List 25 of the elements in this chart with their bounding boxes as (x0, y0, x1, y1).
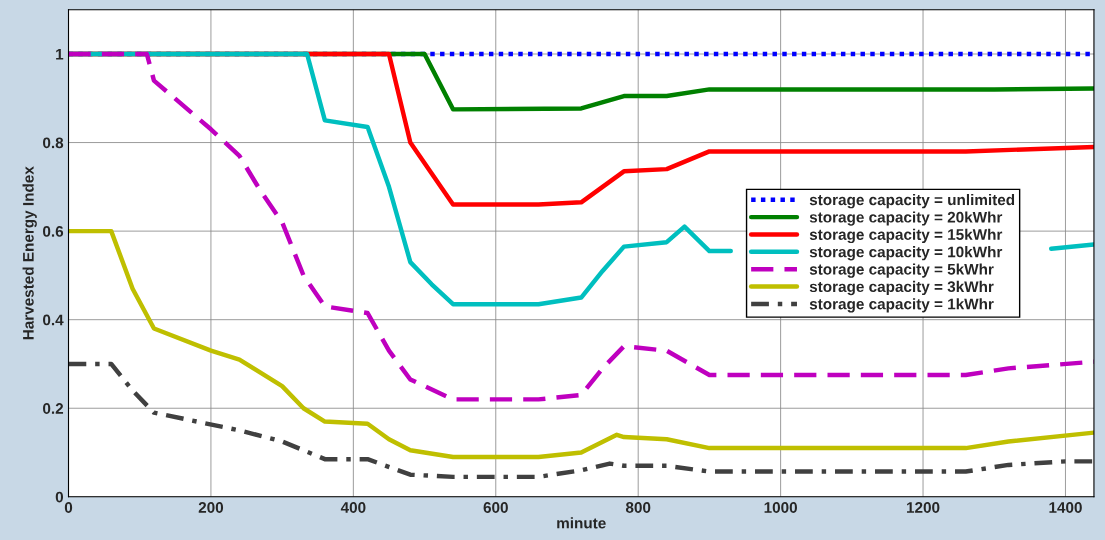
y-tick-label: 0.4 (43, 314, 64, 326)
x-tick-label: 0 (64, 502, 73, 513)
series-label: storage capacity = 10kWhr (809, 246, 1003, 261)
legend-label: storage capacity = unlimited (809, 194, 1015, 209)
legend-label: storage capacity = 1kWhr (809, 298, 994, 313)
line-series (68, 361, 1094, 480)
y-tick-label: 0.2 (43, 403, 64, 414)
y-tick-label: 0.8 (43, 137, 64, 149)
x-tick-label: 1400 (1049, 502, 1082, 513)
legend-label: storage capacity = 20kWhr (809, 211, 1003, 226)
y-tick-label: 1 (56, 49, 64, 60)
x-tick-label: 1000 (764, 502, 797, 513)
y-tick-label: 0 (55, 491, 64, 503)
x-tick-label: 400 (340, 502, 366, 513)
legend-label: storage capacity = 5kWhr (809, 263, 994, 278)
x-tick-label: 600 (483, 502, 508, 513)
x-tick-label: 800 (625, 502, 651, 513)
legend-label: storage capacity = 15kWhr (809, 228, 1003, 244)
x-tick-label: 1200 (907, 502, 940, 513)
legend-label: storage capacity = 3kWhr (809, 280, 994, 296)
x-axis-title: minute (557, 517, 606, 529)
line-series (68, 228, 1094, 460)
x-tick-label: 200 (198, 502, 224, 513)
y-axis-title: Harvested Energy Index (22, 166, 37, 340)
y-tick-label: 0.6 (43, 225, 64, 237)
